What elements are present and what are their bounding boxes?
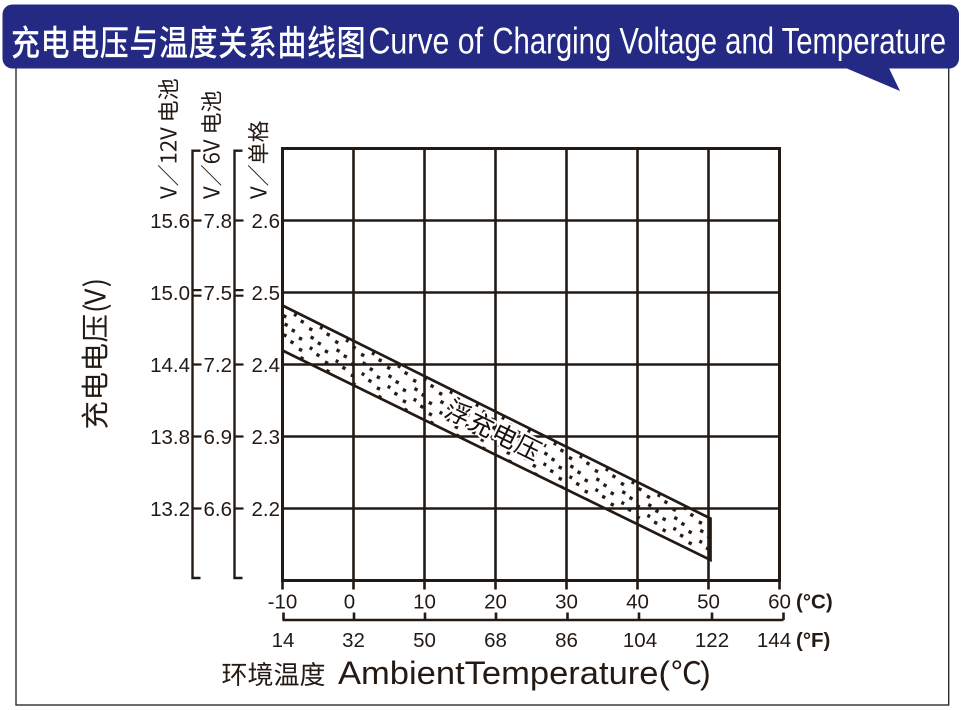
svg-text:50: 50 <box>697 591 720 614</box>
svg-text:): ) <box>700 655 711 691</box>
svg-text:Charging Voltage and Temperatu: Charging Voltage and Temperature <box>492 21 946 62</box>
svg-text:AmbientTemperature(: AmbientTemperature( <box>338 655 670 691</box>
svg-text:14.4: 14.4 <box>150 354 190 377</box>
svg-text:2.6: 2.6 <box>252 210 281 233</box>
svg-text:10: 10 <box>413 591 436 614</box>
svg-text:0: 0 <box>344 591 355 614</box>
svg-text:(°C): (°C) <box>796 591 833 614</box>
svg-text:7.2: 7.2 <box>204 354 233 377</box>
svg-text:13.8: 13.8 <box>150 426 190 449</box>
svg-text:40: 40 <box>626 591 649 614</box>
svg-text:13.2: 13.2 <box>150 498 190 521</box>
svg-text:104: 104 <box>623 629 657 652</box>
svg-text:86: 86 <box>555 629 578 652</box>
svg-text:6.6: 6.6 <box>204 498 233 521</box>
svg-text:60: 60 <box>768 591 791 614</box>
svg-text:2.2: 2.2 <box>252 498 281 521</box>
svg-text:7.5: 7.5 <box>204 282 233 305</box>
svg-text:30: 30 <box>555 591 578 614</box>
svg-text:(°F): (°F) <box>796 629 830 652</box>
svg-text:32: 32 <box>342 629 365 652</box>
svg-text:2.4: 2.4 <box>252 354 281 377</box>
svg-text:15.0: 15.0 <box>150 282 190 305</box>
svg-text:15.6: 15.6 <box>150 210 190 233</box>
svg-text:14: 14 <box>272 629 295 652</box>
svg-text:2.3: 2.3 <box>252 426 281 449</box>
svg-text:-10: -10 <box>268 591 298 614</box>
svg-text:20: 20 <box>484 591 507 614</box>
svg-text:7.8: 7.8 <box>204 210 233 233</box>
svg-text:68: 68 <box>484 629 507 652</box>
svg-text:50: 50 <box>413 629 436 652</box>
svg-text:2.5: 2.5 <box>252 282 281 305</box>
svg-text:Curve of: Curve of <box>369 21 484 62</box>
svg-text:144: 144 <box>757 629 791 652</box>
svg-text:6.9: 6.9 <box>204 426 233 449</box>
svg-text:122: 122 <box>695 629 729 652</box>
